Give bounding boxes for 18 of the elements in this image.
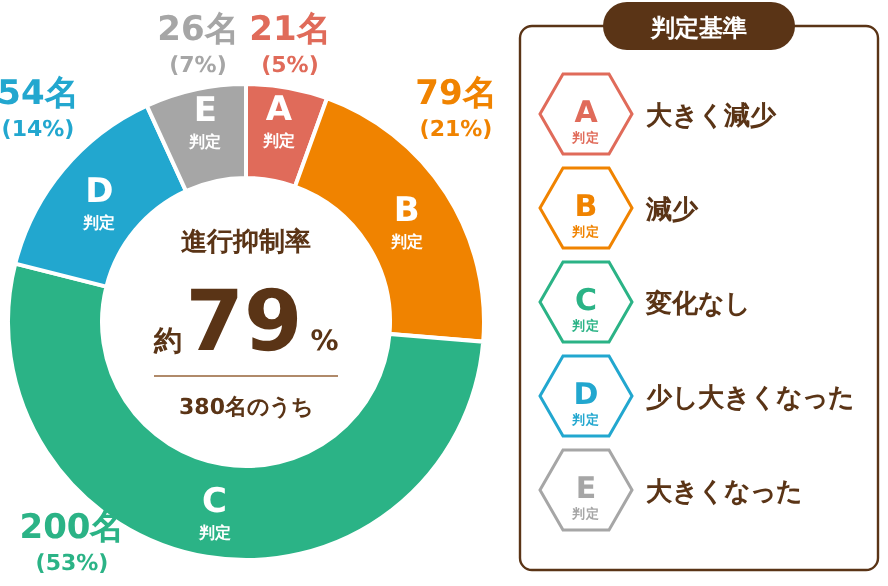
slice-label: C判定 [196,482,231,543]
data-label: 26名 (7%) [157,10,239,78]
text: 少し大きくなった [644,384,854,414]
data-label: 200名 (53%) [19,508,125,576]
slice-label: E判定 [187,91,222,152]
text: 大きくなった [646,478,802,508]
text: 減少 [644,196,700,226]
slice-label: B判定 [388,190,423,251]
text: 大きく減少 [646,102,778,132]
text: 進行抑制率 [179,226,311,258]
data-label: 21名 (5%) [249,10,331,78]
legend-title: 判定基準 [649,14,747,42]
slice-label: D判定 [81,171,116,232]
data-label: 54名 (14%) [0,74,79,142]
data-label: 79名 (21%) [415,74,497,142]
slice-label: A判定 [260,89,295,150]
text: 380名のうち [179,394,313,420]
text: 変化なし [644,288,750,320]
